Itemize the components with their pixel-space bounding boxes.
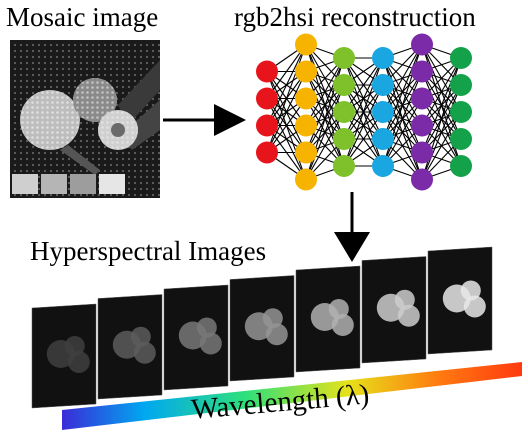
hsi-flower [67,351,90,373]
network-node [450,101,472,123]
network-node [333,101,355,123]
hsi-flower [328,299,349,319]
mosaic-title: Mosaic image [6,2,159,32]
network-edge [382,71,423,167]
network-edge [266,44,307,99]
network-edge [266,98,307,153]
network-edge [305,111,345,180]
network-node [411,114,433,137]
network-edge [382,98,423,167]
network-edge [421,57,462,153]
network-node [411,87,433,110]
hyperspectral-title: Hyperspectral Images [30,236,267,266]
network-edge [266,44,307,153]
network-node [333,155,355,177]
network-node [256,114,278,137]
network-node [411,33,433,56]
network-node [411,60,433,83]
hsi-flower [133,341,156,364]
network-node [333,128,355,150]
network-node [450,128,472,150]
network-edge [305,57,345,153]
network-edge [343,57,384,113]
network-node [372,155,394,177]
network-edge [382,44,423,140]
network-edge [343,84,384,167]
network-edge [421,84,462,180]
network-node [450,74,472,96]
network-node [333,47,355,69]
network-node [372,128,394,150]
mosaic-image [10,40,160,198]
network-edge [266,44,307,126]
hsi-flower [397,304,420,327]
network-edge [305,57,345,126]
hsi-flower [460,280,481,301]
network-node [256,60,278,83]
network-node [450,47,472,69]
network-node [372,47,394,69]
network-node [295,87,317,110]
network-node [256,87,278,110]
network-node [372,74,394,96]
network-node [372,101,394,123]
network-edge [343,111,384,167]
neural-network [256,33,472,191]
wavelength-bar [62,362,522,430]
arrow-to-hsi [334,192,370,262]
network-edge [421,57,462,126]
hsi-flower [130,326,151,347]
hsi-flower [64,336,85,356]
reconstruction-title: rgb2hsi reconstruction [234,2,476,32]
hsi-flower [331,314,354,336]
network-node [295,33,317,56]
network-edge [343,57,384,140]
network-edge [421,111,462,180]
hsi-flower [262,308,283,329]
network-edge [382,44,423,113]
network-edge [343,57,384,167]
network-node [450,155,472,177]
network-edge [266,71,307,153]
hsi-flower [463,295,486,318]
network-node [333,74,355,96]
network-edge [305,84,345,180]
hsi-flower [394,289,415,310]
network-node [256,141,278,164]
arrow-to-network [163,104,246,136]
hsi-flower [196,317,217,338]
network-node [411,141,433,164]
network-node [295,168,317,191]
network-node [295,114,317,137]
network-node [295,60,317,83]
hsi-flower [265,323,288,346]
hyperspectral-stack [31,246,493,409]
network-node [411,168,433,191]
network-node [295,141,317,164]
hsi-flower [199,332,222,355]
